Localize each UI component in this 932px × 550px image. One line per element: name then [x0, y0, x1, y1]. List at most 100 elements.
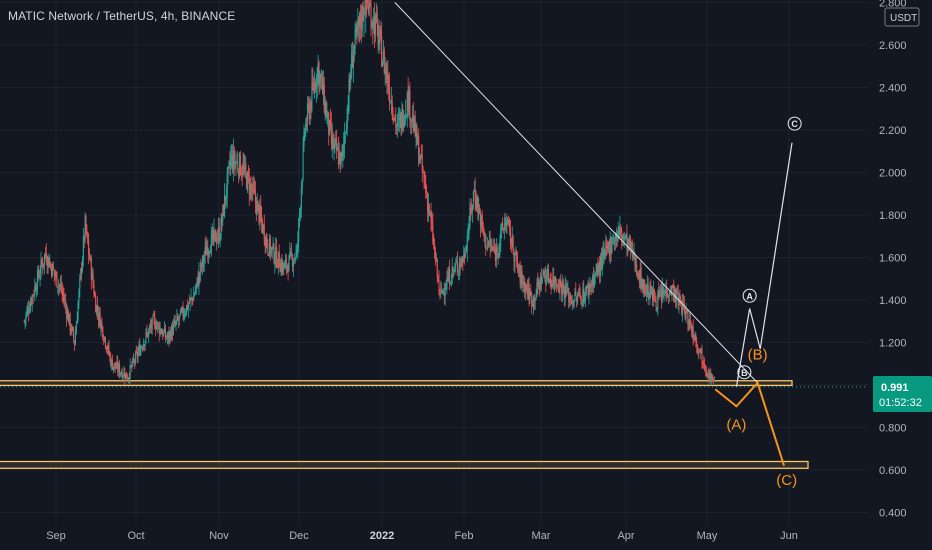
candle-body	[314, 81, 316, 94]
candle-body	[158, 324, 160, 334]
candle-body	[370, 6, 372, 30]
candle-body	[169, 331, 171, 338]
candle-body	[46, 263, 48, 267]
candle-body	[567, 287, 569, 292]
candle-body	[442, 289, 444, 291]
wave-overlays: A B C (A) (B) (C)	[0, 2, 868, 489]
candle-body	[641, 280, 643, 289]
candle-body	[391, 102, 393, 114]
candle-body	[217, 227, 219, 238]
price-tick: 2.800	[879, 0, 907, 10]
candle-body	[673, 286, 675, 302]
candle-body	[481, 215, 483, 224]
candle-body	[499, 241, 501, 248]
candle-body	[340, 152, 342, 166]
candle-body	[260, 206, 262, 217]
candle-body	[658, 290, 660, 298]
candle-body	[487, 241, 489, 244]
candle-body	[614, 241, 616, 243]
candle-body	[695, 334, 697, 341]
candle-body	[637, 274, 639, 275]
candle-body	[145, 331, 147, 340]
candle-body	[347, 108, 349, 112]
candle-body	[492, 246, 494, 251]
candle-body	[237, 162, 239, 170]
candle-body	[94, 295, 96, 297]
candle-body	[155, 327, 157, 330]
candle-body	[539, 283, 541, 289]
candle-body	[27, 307, 29, 312]
candle-body	[413, 117, 415, 130]
candle-body	[544, 275, 546, 277]
candle-body	[644, 280, 646, 292]
candle-body	[704, 365, 706, 370]
price-tick: 2.000	[879, 168, 907, 180]
candle-body	[276, 265, 279, 268]
candle-body	[91, 272, 93, 280]
candle-body	[104, 337, 106, 347]
candle-body	[287, 267, 289, 273]
candle-body	[382, 51, 384, 61]
price-axis[interactable]: 0.4000.6000.8001.0001.2001.4001.6001.800…	[868, 0, 932, 524]
candle-body	[692, 326, 694, 338]
candle-body	[272, 243, 274, 249]
candle-body	[478, 208, 480, 213]
candle-body	[549, 279, 551, 280]
candle-body	[601, 254, 603, 269]
candle-body	[592, 276, 594, 286]
time-axis[interactable]: Sep Oct Nov Dec 2022 Feb Mar Apr May Jun	[46, 530, 798, 542]
candle-body	[675, 289, 677, 302]
candle-body	[261, 221, 264, 233]
candle-body	[434, 244, 436, 250]
candle-body	[36, 270, 39, 291]
candle-body	[674, 289, 677, 302]
candle-body	[538, 282, 540, 286]
candle-body	[326, 113, 328, 119]
candle-body	[435, 259, 437, 261]
candle-body	[379, 30, 381, 38]
candle-body	[449, 268, 451, 285]
candle-body	[124, 373, 126, 379]
candle-body	[577, 294, 579, 303]
candle-body	[574, 292, 576, 302]
candle-body	[386, 71, 388, 79]
candle-body	[274, 261, 276, 264]
candle-body	[239, 155, 241, 175]
candle-body	[559, 279, 561, 292]
candle-body	[118, 364, 121, 375]
candle-body	[403, 124, 405, 127]
candle-body	[579, 294, 581, 297]
candle-body	[320, 75, 322, 78]
candle-body	[43, 263, 45, 266]
candle-body	[194, 293, 196, 296]
candle-body	[141, 347, 143, 348]
candle-body	[637, 273, 639, 279]
candle-body	[87, 232, 89, 244]
candle-body	[296, 247, 298, 253]
candle-body	[83, 236, 85, 240]
candle-body	[584, 293, 587, 301]
last-price-box	[873, 376, 932, 412]
candle-body	[404, 114, 407, 116]
bar-countdown: 01:52:32	[879, 397, 922, 409]
candle-body	[323, 84, 325, 112]
candle-body	[319, 73, 321, 83]
candle-body	[703, 363, 705, 365]
candle-body	[329, 120, 332, 126]
currency-badge[interactable]: USDT	[884, 7, 920, 27]
candle-body	[321, 76, 323, 78]
candle-body	[522, 280, 524, 285]
candle-body	[561, 284, 563, 295]
candle-body	[425, 183, 427, 193]
candle-body	[440, 288, 442, 290]
candle-body	[284, 263, 286, 269]
candle-body	[594, 275, 596, 278]
candle-body	[376, 13, 378, 24]
candle-body	[79, 277, 81, 289]
candle-body	[219, 239, 221, 242]
wave-label-orange: (B)	[748, 347, 768, 364]
candle-body	[415, 125, 417, 139]
candle-body	[461, 257, 463, 262]
candle-body	[596, 265, 598, 273]
